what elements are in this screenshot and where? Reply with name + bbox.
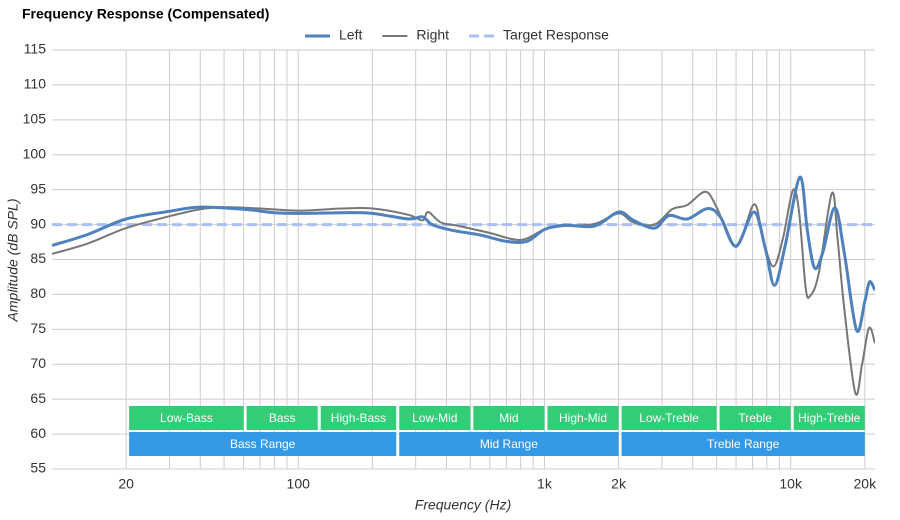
band-label: Low-Bass (160, 411, 213, 425)
band-box (399, 406, 471, 430)
band-box (793, 406, 865, 430)
x-tick-label: 1k (537, 476, 553, 492)
band-label: Bass (269, 411, 296, 425)
band-label: Low-Mid (412, 411, 457, 425)
y-tick-label: 110 (24, 76, 47, 92)
x-tick-label: 20 (118, 476, 134, 492)
y-tick-label: 85 (30, 250, 46, 266)
y-tick-label: 105 (23, 111, 47, 127)
y-tick-label: 95 (30, 180, 46, 196)
y-tick-label: 90 (30, 215, 46, 231)
band-label: High-Bass (331, 411, 386, 425)
y-tick-label: 80 (30, 285, 46, 301)
series-line (52, 175, 875, 333)
series-line (52, 188, 875, 396)
band-label: Treble (738, 411, 772, 425)
chart-title: Frequency Response (Compensated) (22, 6, 269, 22)
band-box (473, 406, 545, 430)
y-tick-label: 70 (30, 355, 46, 371)
x-tick-label: 2k (611, 476, 627, 492)
y-tick-label: 100 (23, 145, 47, 161)
legend-label: Right (416, 27, 449, 43)
band-box (399, 432, 619, 456)
y-tick-label: 55 (30, 460, 46, 476)
x-axis-title: Frequency (Hz) (415, 497, 511, 513)
x-tick-label: 100 (287, 476, 311, 492)
band-label: High-Mid (559, 411, 607, 425)
y-tick-label: 65 (30, 390, 46, 406)
y-tick-label: 60 (30, 425, 46, 441)
band-label: Low-Treble (639, 411, 699, 425)
legend-label: Left (339, 27, 362, 43)
band-box (547, 406, 619, 430)
x-tick-label: 20k (854, 476, 878, 492)
band-label: Bass Range (230, 437, 296, 451)
y-tick-label: 115 (24, 41, 47, 57)
legend-label: Target Response (503, 27, 609, 43)
band-box (320, 406, 397, 430)
band-label: High-Treble (798, 411, 861, 425)
band-box (719, 406, 791, 430)
band-label: Mid Range (480, 437, 538, 451)
band-box (621, 406, 717, 430)
band-box (246, 406, 318, 430)
y-axis-title: Amplitude (dB SPL) (5, 199, 21, 323)
band-label: Mid (499, 411, 518, 425)
x-tick-label: 10k (779, 476, 803, 492)
band-box (129, 432, 397, 456)
band-label: Treble Range (707, 437, 780, 451)
band-box (129, 406, 244, 430)
band-box (621, 432, 865, 456)
y-tick-label: 75 (30, 320, 46, 336)
